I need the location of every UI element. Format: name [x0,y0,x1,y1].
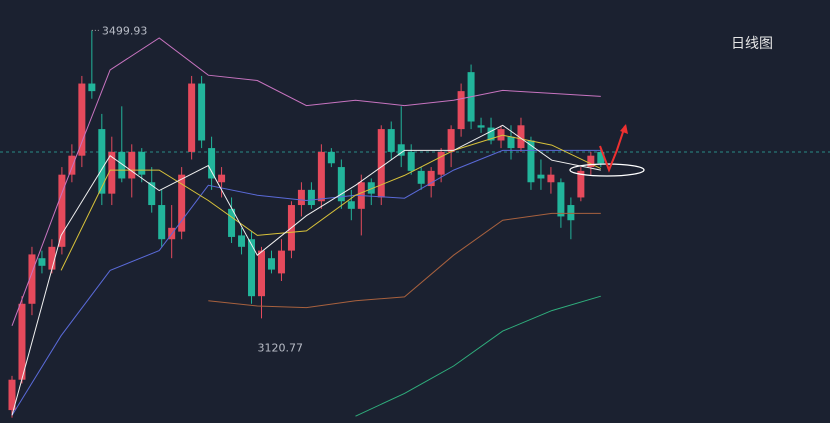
indicator-line [355,295,601,417]
candle-body [18,303,26,380]
candle-body [248,239,256,297]
candle-body [547,174,555,183]
candle-body [457,91,465,130]
indicator-line [60,134,602,271]
candle-body [138,151,146,175]
candle-body [297,189,305,206]
candle-body [178,174,186,232]
candle-body [597,151,605,164]
candle-body [58,174,66,247]
candle-body [8,379,16,411]
candle-body [78,83,86,156]
candle-body [148,182,156,206]
marks: 3499.93 3120.77 [8,24,605,418]
candle-body [477,125,485,128]
candle-body [587,155,595,168]
candle-body [68,155,76,175]
indicator-line [11,149,601,416]
candle-body [537,174,545,179]
candle-body [267,258,275,270]
chart-title: 日线图 [731,36,773,52]
candle-body [407,151,415,171]
candle-body [218,174,226,183]
indicator-line [208,212,601,309]
candle-body [208,148,216,179]
candle-body [258,250,265,297]
candle-body [397,144,405,156]
candle-body [307,189,315,206]
high-label: 3499.93 [102,24,148,37]
candle-body [447,129,455,152]
candle-body [517,125,525,149]
candle-body [317,151,325,202]
indicator-line [11,37,601,326]
candle-body [437,151,445,175]
candle-body [507,136,515,149]
candle-body [188,83,196,152]
candle-body [28,254,36,304]
candle-body [88,83,96,92]
arrow-head [620,124,628,134]
candle-body [198,83,206,141]
candle-body [337,167,345,202]
candle-body [567,205,575,221]
candle-body [427,170,435,187]
candle-body [38,258,46,266]
candle-body [367,182,375,194]
candle-body [277,250,285,274]
candle-body [417,170,425,184]
candle-body [387,129,395,152]
candle-body [48,246,56,270]
candle-body [377,129,385,198]
candle-body [98,129,106,194]
candle-body [158,205,166,240]
candle-body [238,235,246,247]
candle-body [108,151,116,194]
low-label: 3120.77 [258,341,304,354]
candle-body [327,151,335,164]
candle-body [577,170,585,198]
candle-body [527,140,535,183]
candle-body [347,201,355,209]
arrow-path [599,125,626,173]
candle-body [118,151,126,179]
candle-body [497,129,505,141]
candle-body [557,182,565,217]
candle-body [487,127,495,141]
indicator-line [11,124,601,416]
candle-body [228,208,236,237]
candle-body [128,151,136,179]
